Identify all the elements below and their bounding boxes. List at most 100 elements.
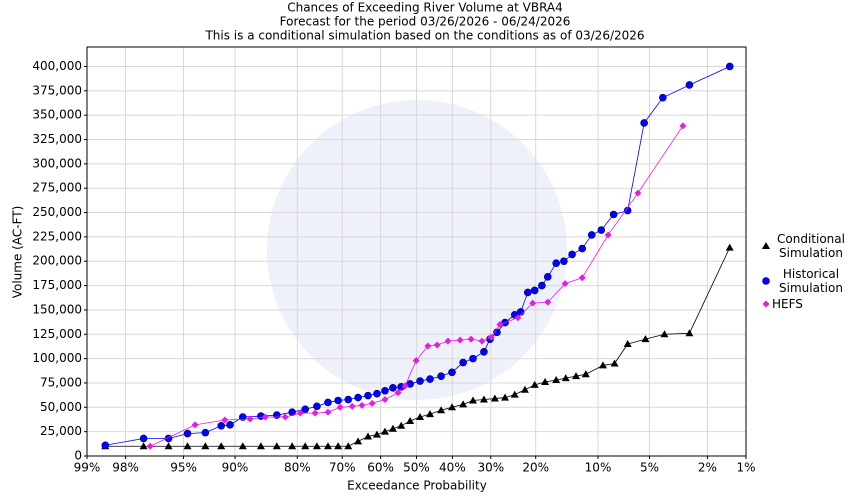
point xyxy=(444,337,452,345)
point xyxy=(641,335,650,343)
point xyxy=(217,442,226,450)
point xyxy=(261,413,269,421)
point xyxy=(459,358,467,367)
point xyxy=(358,401,366,409)
point xyxy=(406,416,415,424)
point xyxy=(354,393,362,402)
point xyxy=(381,396,389,404)
point xyxy=(623,340,632,348)
point xyxy=(610,359,619,367)
point xyxy=(529,299,537,307)
y-tick-label: 75,000 xyxy=(40,375,82,389)
point xyxy=(201,428,210,437)
point xyxy=(336,403,344,411)
x-tick-label: 60% xyxy=(367,461,394,475)
point xyxy=(191,421,199,429)
point xyxy=(552,259,560,267)
point xyxy=(725,62,734,71)
point xyxy=(363,432,372,440)
legend-label: HEFS xyxy=(772,297,803,311)
point xyxy=(523,288,532,297)
point xyxy=(313,402,321,411)
point xyxy=(587,231,596,239)
point xyxy=(416,377,424,385)
point xyxy=(561,374,570,382)
point xyxy=(640,119,648,127)
point xyxy=(514,314,522,322)
y-tick-label: 25,000 xyxy=(40,424,82,438)
point xyxy=(660,330,669,338)
point xyxy=(183,442,192,450)
y-tick-label: 250,000 xyxy=(32,205,82,219)
point xyxy=(381,386,389,395)
x-tick-label: 30% xyxy=(477,461,504,475)
x-tick-label: 99% xyxy=(74,461,101,475)
point xyxy=(552,376,561,384)
point xyxy=(487,333,495,341)
y-tick-label: 200,000 xyxy=(32,254,82,268)
legend-marker xyxy=(762,277,770,285)
point xyxy=(380,427,389,435)
point xyxy=(388,424,397,432)
y-tick-label: 100,000 xyxy=(32,351,82,365)
point xyxy=(544,298,552,306)
y-axis-label: Volume (AC-FT) xyxy=(11,206,25,299)
point xyxy=(164,442,173,450)
point xyxy=(469,354,477,363)
point xyxy=(543,273,552,281)
point xyxy=(397,421,406,429)
chart-title: Chances of Exceeding River Volume at VBR… xyxy=(287,1,563,15)
point xyxy=(490,394,499,402)
point xyxy=(373,389,381,398)
point xyxy=(561,280,569,288)
point xyxy=(456,336,464,344)
point xyxy=(389,384,397,392)
point xyxy=(496,321,504,329)
point xyxy=(530,380,539,388)
point xyxy=(334,396,342,405)
x-tick-label: 90% xyxy=(222,461,249,475)
x-tick-label: 10% xyxy=(585,461,612,475)
point xyxy=(312,442,321,450)
point xyxy=(301,442,310,450)
point xyxy=(530,286,539,295)
x-tick-label: 2% xyxy=(698,461,717,475)
point xyxy=(372,430,381,438)
point xyxy=(437,406,446,414)
point xyxy=(238,442,247,450)
x-tick-label: 20% xyxy=(522,461,549,475)
point xyxy=(598,361,607,369)
point xyxy=(401,382,409,390)
point xyxy=(348,402,356,410)
point xyxy=(516,308,525,316)
point xyxy=(183,429,192,438)
point xyxy=(459,400,468,408)
point xyxy=(416,413,425,421)
point xyxy=(201,442,210,450)
y-tick-label: 300,000 xyxy=(32,156,82,170)
legend-marker xyxy=(762,300,770,308)
point xyxy=(246,415,254,423)
x-tick-label: 1% xyxy=(736,461,755,475)
point xyxy=(288,408,296,416)
x-tick-label: 5% xyxy=(640,461,659,475)
point xyxy=(344,395,353,404)
point xyxy=(578,274,586,282)
point xyxy=(448,368,456,377)
x-tick-label: 40% xyxy=(439,461,466,475)
y-tick-label: 175,000 xyxy=(32,278,82,292)
point xyxy=(501,393,510,401)
point xyxy=(609,210,618,219)
point xyxy=(139,434,148,443)
point xyxy=(479,395,488,403)
x-tick-label: 80% xyxy=(284,461,311,475)
point xyxy=(426,410,435,418)
point xyxy=(364,391,372,400)
point xyxy=(448,403,457,411)
point xyxy=(281,413,289,421)
point xyxy=(538,281,546,290)
point xyxy=(426,375,434,383)
point xyxy=(324,398,332,407)
